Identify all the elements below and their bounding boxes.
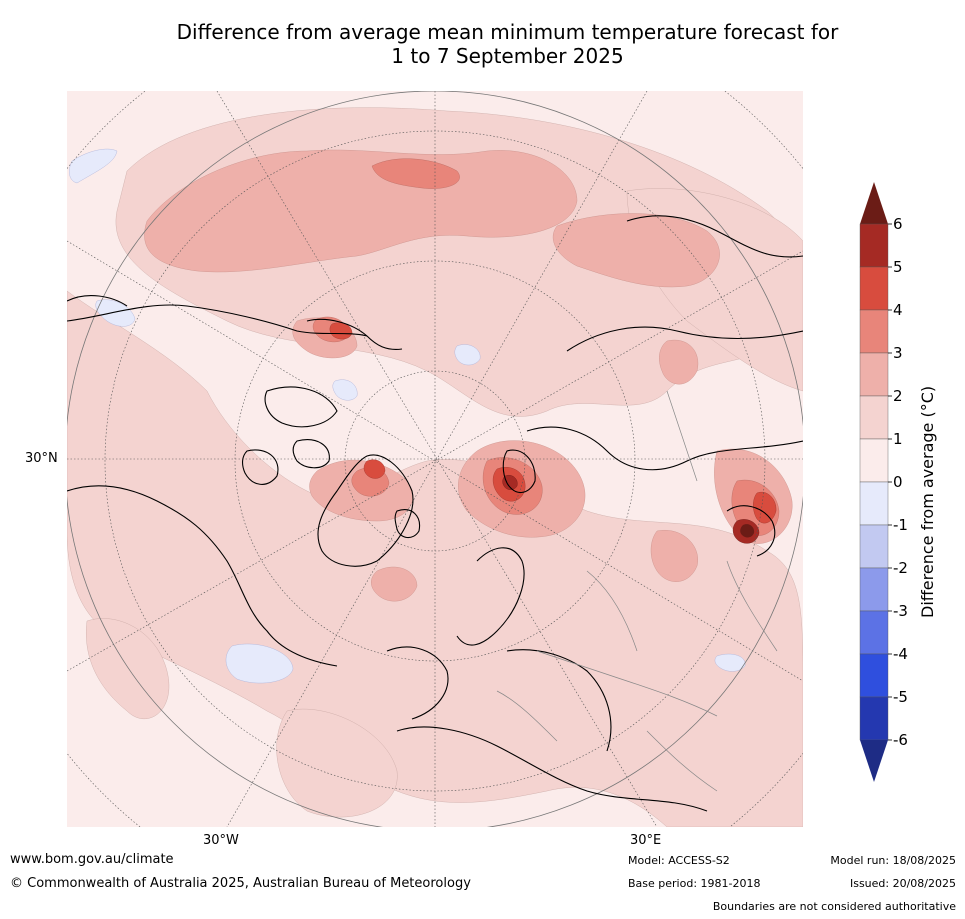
colorbar-swatch [859,524,889,569]
colorbar-tick-label: -1 [893,516,908,534]
model-run-text: Model run: 18/08/2025 [830,854,956,867]
colorbar-tick-label: -4 [893,645,908,663]
graticule [67,91,803,827]
forecast-map [67,91,803,827]
colorbar-swatch [859,223,889,268]
colorbar-tick-label: 3 [893,344,903,362]
title-line-2: 1 to 7 September 2025 [391,44,624,68]
colorbar-swatch [859,567,889,612]
colorbar-swatch [859,653,889,698]
lon-label-30w: 30°W [203,833,239,848]
country-borders [496,390,778,792]
colorbar-swatch [859,266,889,311]
disclaimer-text: Boundaries are not considered authoritat… [712,900,956,913]
title-line-1: Difference from average mean minimum tem… [176,20,839,44]
colorbar-extend-below [860,740,888,782]
coastlines [67,215,803,812]
website-link[interactable]: www.bom.gov.au/climate [10,852,174,867]
colorbar-tick-label: -3 [893,602,908,620]
base-period-text: Base period: 1981-2018 [628,877,761,890]
map-title: Difference from average mean minimum tem… [60,20,955,68]
colorbar-tick-label: 6 [893,215,903,233]
colorbar-swatch [859,352,889,397]
colorbar-swatch [859,438,889,483]
anomaly-region-above-6 [740,524,755,538]
colorbar-tick-label: 1 [893,430,903,448]
colorbar-swatch [859,481,889,526]
model-text: Model: ACCESS-S2 [628,854,730,867]
copyright-text: © Commonwealth of Australia 2025, Austra… [10,876,471,891]
colorbar-tick-label: 4 [893,301,903,319]
colorbar-swatch [859,309,889,354]
colorbar-tick-label: 5 [893,258,903,276]
colorbar-tick-label: -6 [893,731,908,749]
colorbar-swatch [859,395,889,440]
lat-label-30n: 30°N [25,451,58,466]
colorbar-extend-above [860,182,888,224]
lon-label-30e: 30°E [630,833,662,848]
issued-text: Issued: 20/08/2025 [849,877,956,890]
colorbar-tick-label: -5 [893,688,908,706]
colorbar-tick-label: 0 [893,473,903,491]
colorbar-swatch [859,610,889,655]
colorbar-tick-label: -2 [893,559,908,577]
colorbar-label: Difference from average (°C) [918,385,937,618]
colorbar: 6 5 4 3 2 1 0 -1 -2 -3 -4 -5 -6 [859,182,908,782]
anomaly-regions-0-minus-1 [69,148,746,684]
colorbar-swatch [859,696,889,741]
colorbar-tick-label: 2 [893,387,903,405]
